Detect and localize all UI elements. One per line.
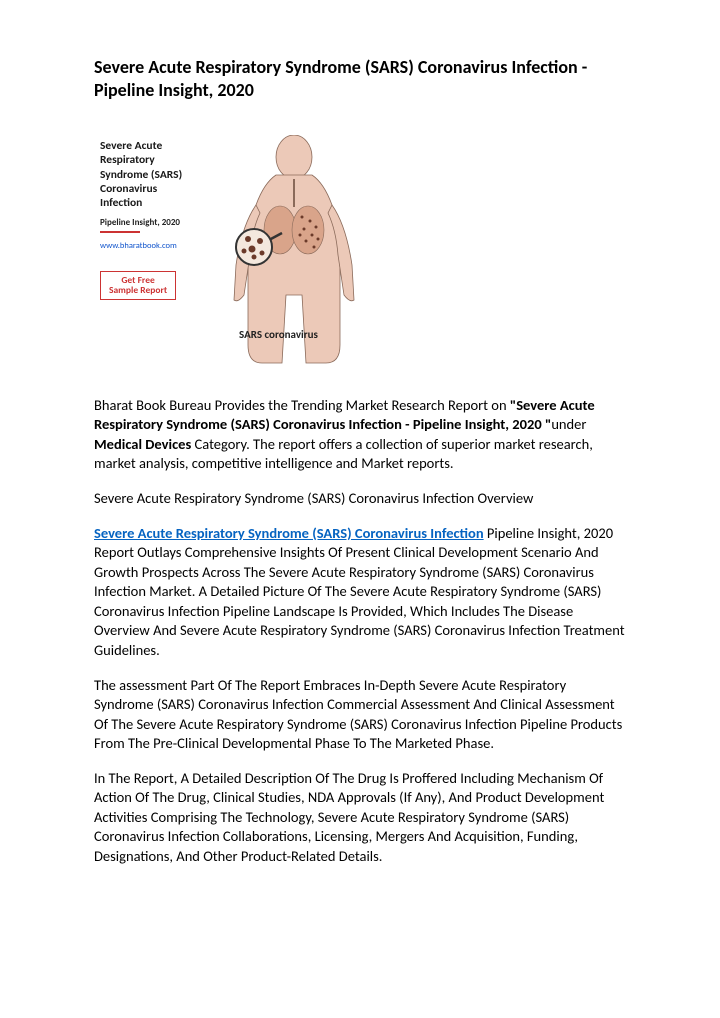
button-line2: Sample Report <box>109 284 167 296</box>
figure-url: www.bharatbook.com <box>100 241 200 252</box>
insight-paragraph: Severe Acute Respiratory Syndrome (SARS)… <box>94 524 626 661</box>
page-title: Severe Acute Respiratory Syndrome (SARS)… <box>94 56 626 103</box>
figure-text-block: Severe Acute Respiratory Syndrome (SARS)… <box>100 139 200 252</box>
figure-divider <box>100 231 140 233</box>
intro-paragraph: Bharat Book Bureau Provides the Trending… <box>94 396 626 474</box>
p3-rest: Pipeline Insight, 2020 Report Outlays Co… <box>94 524 625 659</box>
description-paragraph: In The Report, A Detailed Description Of… <box>94 769 626 867</box>
p1-c: under <box>551 415 586 433</box>
report-cover-figure: Severe Acute Respiratory Syndrome (SARS)… <box>94 133 384 368</box>
p1-a: Bharat Book Bureau Provides the Trending… <box>94 396 510 414</box>
figure-caption: SARS coronavirus <box>239 328 318 343</box>
p1-d: Medical Devices <box>94 435 191 453</box>
figure-subtitle: Pipeline Insight, 2020 <box>100 217 200 229</box>
assessment-paragraph: The assessment Part Of The Report Embrac… <box>94 676 626 754</box>
sample-report-button[interactable]: Get Free Sample Report <box>100 271 176 300</box>
figure-title: Severe Acute Respiratory Syndrome (SARS)… <box>100 139 200 211</box>
report-link[interactable]: Severe Acute Respiratory Syndrome (SARS)… <box>94 524 484 542</box>
overview-heading: Severe Acute Respiratory Syndrome (SARS)… <box>94 489 626 509</box>
